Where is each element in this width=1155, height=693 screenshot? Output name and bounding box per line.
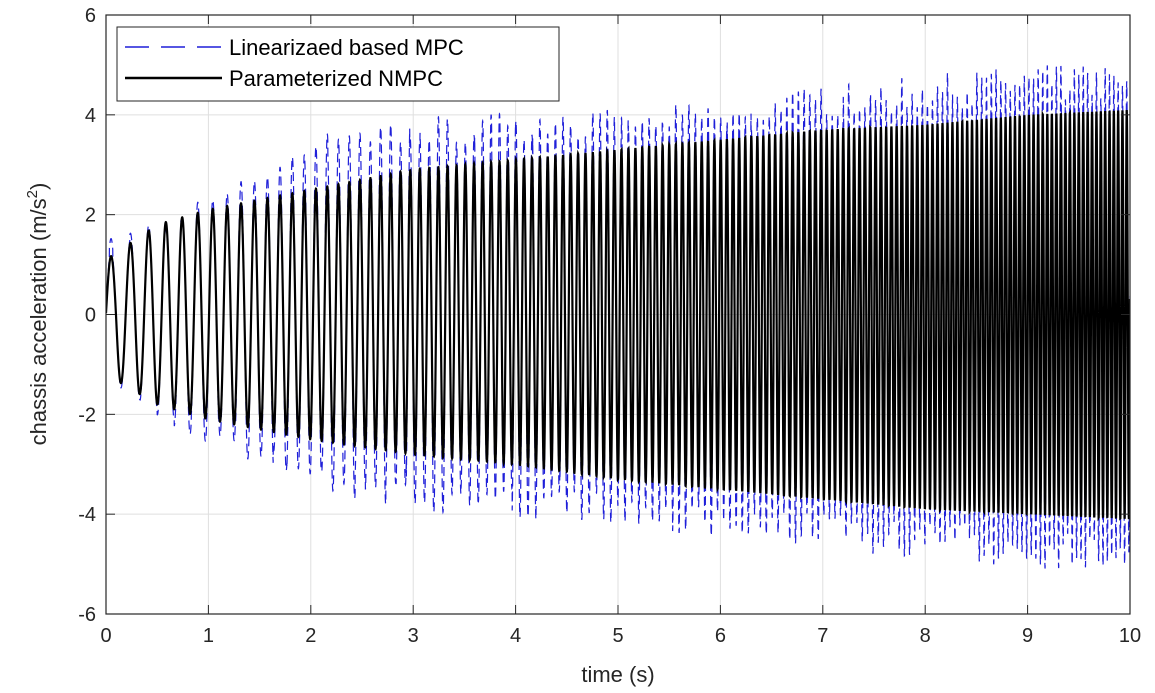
x-axis-title: time (s) (581, 662, 654, 687)
y-axis-title-close: ) (26, 183, 51, 190)
y-axis-title-superscript: 2 (24, 190, 41, 198)
x-tick-label: 5 (612, 625, 623, 647)
x-tick-label: 1 (203, 625, 214, 647)
legend-label-linearized-mpc: Linearizaed based MPC (229, 35, 464, 60)
y-tick-label: -2 (78, 404, 96, 426)
x-tick-label: 3 (408, 625, 419, 647)
x-tick-label: 0 (100, 625, 111, 647)
legend-box (116, 26, 560, 102)
y-tick-label: -4 (78, 504, 96, 526)
y-tick-label: 4 (85, 105, 96, 127)
ticks (105, 14, 1131, 615)
tick-labels: 0 1 2 3 4 5 6 7 8 9 10 -6 -4 -2 0 2 4 6 (78, 5, 1141, 647)
x-tick-label: 6 (715, 625, 726, 647)
y-axis-title-main: chassis acceleration (m/s (26, 198, 51, 445)
x-tick-label: 8 (920, 625, 931, 647)
plot-area (106, 65, 1130, 569)
series-line-parameterized-nmpc (106, 109, 1130, 522)
x-tick-label: 7 (817, 625, 828, 647)
y-tick-label: 6 (85, 5, 96, 27)
legend-label-parameterized-nmpc: Parameterized NMPC (229, 66, 443, 91)
y-axis-title: chassis acceleration (m/s2) (24, 183, 51, 446)
x-tick-label: 10 (1119, 625, 1141, 647)
x-tick-label: 4 (510, 625, 521, 647)
y-tick-label: 0 (85, 305, 96, 327)
legend: Linearizaed based MPC Parameterized NMPC (116, 26, 560, 102)
x-tick-label: 9 (1022, 625, 1033, 647)
x-tick-label: 2 (305, 625, 316, 647)
y-tick-label: -6 (78, 604, 96, 626)
y-tick-label: 2 (85, 205, 96, 227)
